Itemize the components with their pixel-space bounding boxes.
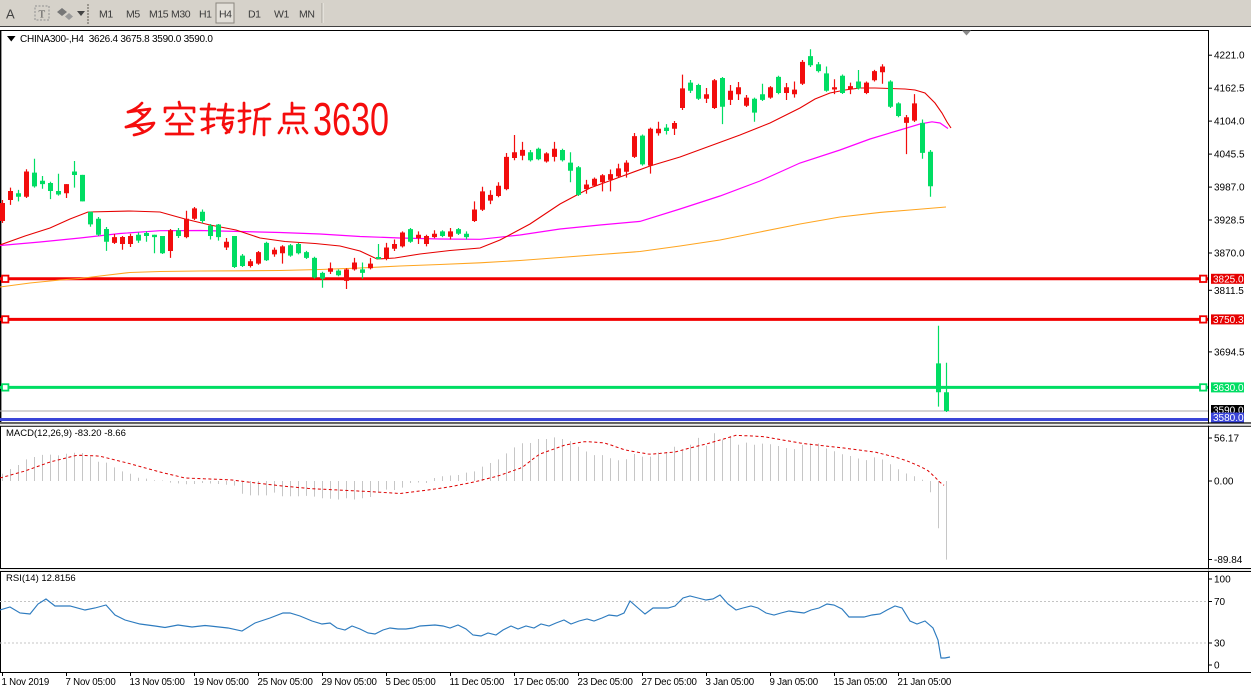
svg-text:27 Dec 05:00: 27 Dec 05:00 xyxy=(642,677,698,688)
svg-text:MACD(12,26,9) -83.20 -8.66: MACD(12,26,9) -83.20 -8.66 xyxy=(6,428,126,439)
svg-text:3750.3: 3750.3 xyxy=(1213,315,1244,326)
svg-text:0.00: 0.00 xyxy=(1214,477,1234,488)
svg-text:100: 100 xyxy=(1214,575,1231,586)
svg-text:RSI(14) 12.8156: RSI(14) 12.8156 xyxy=(6,573,76,584)
svg-text:15 Jan 05:00: 15 Jan 05:00 xyxy=(834,677,888,688)
svg-text:9 Jan 05:00: 9 Jan 05:00 xyxy=(770,677,819,688)
svg-text:M15: M15 xyxy=(149,9,169,21)
svg-text:3811.5: 3811.5 xyxy=(1214,286,1244,297)
svg-text:3580.0: 3580.0 xyxy=(1213,413,1244,424)
svg-text:M30: M30 xyxy=(171,9,191,21)
svg-text:MN: MN xyxy=(299,9,315,21)
svg-text:3590.0: 3590.0 xyxy=(1213,406,1244,417)
svg-text:11 Dec 05:00: 11 Dec 05:00 xyxy=(450,677,505,688)
svg-text:A: A xyxy=(6,7,15,22)
svg-text:W1: W1 xyxy=(274,9,290,21)
svg-text:56.17: 56.17 xyxy=(1214,434,1239,445)
svg-text:T: T xyxy=(39,9,46,21)
svg-text:M1: M1 xyxy=(99,9,113,21)
svg-text:3694.5: 3694.5 xyxy=(1214,347,1245,358)
svg-text:29 Nov 05:00: 29 Nov 05:00 xyxy=(322,677,378,688)
svg-text:M5: M5 xyxy=(126,9,140,21)
svg-text:H1: H1 xyxy=(199,9,212,21)
svg-text:0: 0 xyxy=(1214,661,1220,672)
svg-text:70: 70 xyxy=(1214,597,1226,608)
svg-text:H4: H4 xyxy=(219,9,232,21)
svg-text:CHINA300-,H4 3626.4 3675.8 35: CHINA300-,H4 3626.4 3675.8 3590.0 3590.0 xyxy=(20,34,213,45)
svg-text:D1: D1 xyxy=(248,9,261,21)
svg-text:3987.0: 3987.0 xyxy=(1214,183,1245,194)
svg-text:-89.84: -89.84 xyxy=(1214,555,1243,566)
svg-text:4162.5: 4162.5 xyxy=(1214,84,1245,95)
svg-text:3630.0: 3630.0 xyxy=(1213,383,1244,394)
svg-text:1 Nov 2019: 1 Nov 2019 xyxy=(2,677,50,688)
svg-text:25 Nov 05:00: 25 Nov 05:00 xyxy=(258,677,314,688)
svg-text:3928.5: 3928.5 xyxy=(1214,216,1245,227)
svg-text:3825.0: 3825.0 xyxy=(1213,274,1244,285)
svg-text:4104.0: 4104.0 xyxy=(1214,117,1245,128)
svg-text:4221.0: 4221.0 xyxy=(1214,51,1245,62)
svg-text:5 Dec 05:00: 5 Dec 05:00 xyxy=(386,677,437,688)
svg-text:30: 30 xyxy=(1214,639,1226,650)
svg-text:7 Nov 05:00: 7 Nov 05:00 xyxy=(66,677,117,688)
svg-text:13 Nov 05:00: 13 Nov 05:00 xyxy=(130,677,186,688)
svg-text:21 Jan 05:00: 21 Jan 05:00 xyxy=(898,677,952,688)
svg-text:23 Dec 05:00: 23 Dec 05:00 xyxy=(578,677,634,688)
svg-text:4045.5: 4045.5 xyxy=(1214,150,1245,161)
svg-text:19 Nov 05:00: 19 Nov 05:00 xyxy=(194,677,250,688)
svg-text:3870.0: 3870.0 xyxy=(1214,249,1245,260)
svg-text:17 Dec 05:00: 17 Dec 05:00 xyxy=(514,677,570,688)
svg-text:3 Jan 05:00: 3 Jan 05:00 xyxy=(706,677,755,688)
svg-text:3630: 3630 xyxy=(313,93,389,145)
